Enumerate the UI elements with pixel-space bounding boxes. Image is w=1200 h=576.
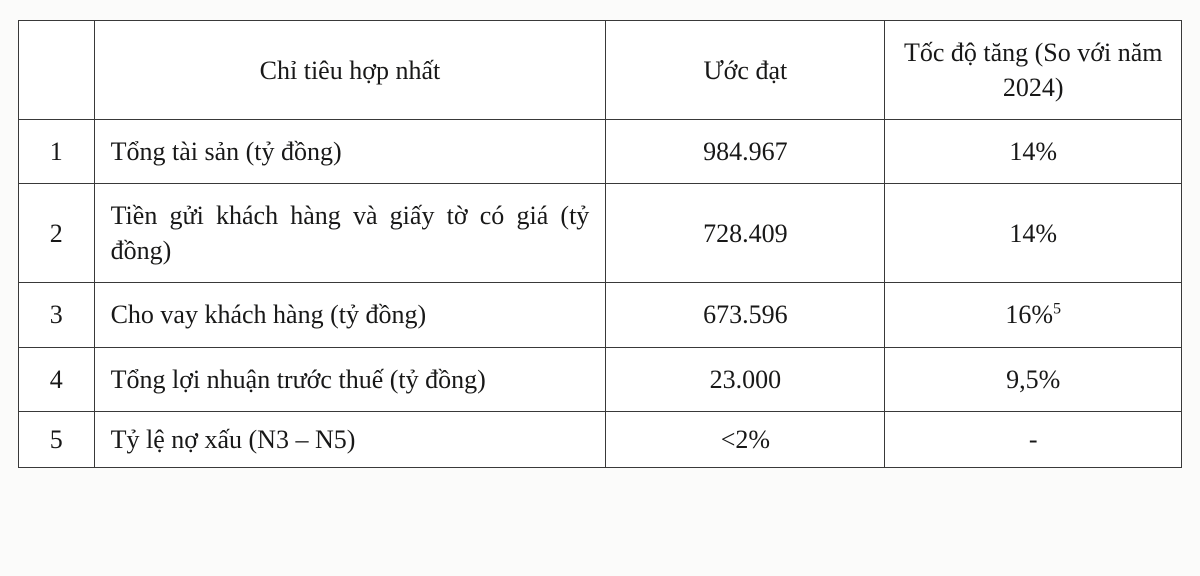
cell-name: Tổng lợi nhuận trước thuế (tỷ đồng) [94,347,606,411]
cell-name: Tỷ lệ nợ xấu (N3 – N5) [94,411,606,467]
cell-rate: 9,5% [885,347,1182,411]
table: Chỉ tiêu hợp nhất Ước đạt Tốc độ tăng (S… [18,20,1182,468]
cell-index: 4 [19,347,95,411]
col-head-index [19,21,95,120]
cell-index: 5 [19,411,95,467]
table-head: Chỉ tiêu hợp nhất Ước đạt Tốc độ tăng (S… [19,21,1182,120]
cell-rate: 16%5 [885,283,1182,347]
cell-name: Tiền gửi khách hàng và giấy tờ có giá (t… [94,184,606,283]
cell-value: 673.596 [606,283,885,347]
cell-value: 984.967 [606,120,885,184]
table-row: 2 Tiền gửi khách hàng và giấy tờ có giá … [19,184,1182,283]
table-row: 5 Tỷ lệ nợ xấu (N3 – N5) <2% - [19,411,1182,467]
cell-name: Cho vay khách hàng (tỷ đồng) [94,283,606,347]
col-head-value: Ước đạt [606,21,885,120]
table-row: 4 Tổng lợi nhuận trước thuế (tỷ đồng) 23… [19,347,1182,411]
table-header-row: Chỉ tiêu hợp nhất Ước đạt Tốc độ tăng (S… [19,21,1182,120]
cell-index: 3 [19,283,95,347]
table-body: 1 Tổng tài sản (tỷ đồng) 984.967 14% 2 T… [19,120,1182,468]
cell-rate: 14% [885,184,1182,283]
cell-value: 23.000 [606,347,885,411]
table-row: 3 Cho vay khách hàng (tỷ đồng) 673.596 1… [19,283,1182,347]
cell-index: 2 [19,184,95,283]
cell-name: Tổng tài sản (tỷ đồng) [94,120,606,184]
financial-targets-table: Chỉ tiêu hợp nhất Ước đạt Tốc độ tăng (S… [18,20,1182,468]
table-row: 1 Tổng tài sản (tỷ đồng) 984.967 14% [19,120,1182,184]
cell-rate: - [885,411,1182,467]
cell-value: <2% [606,411,885,467]
col-head-name: Chỉ tiêu hợp nhất [94,21,606,120]
cell-value: 728.409 [606,184,885,283]
col-head-rate: Tốc độ tăng (So với năm 2024) [885,21,1182,120]
cell-index: 1 [19,120,95,184]
cell-rate: 14% [885,120,1182,184]
